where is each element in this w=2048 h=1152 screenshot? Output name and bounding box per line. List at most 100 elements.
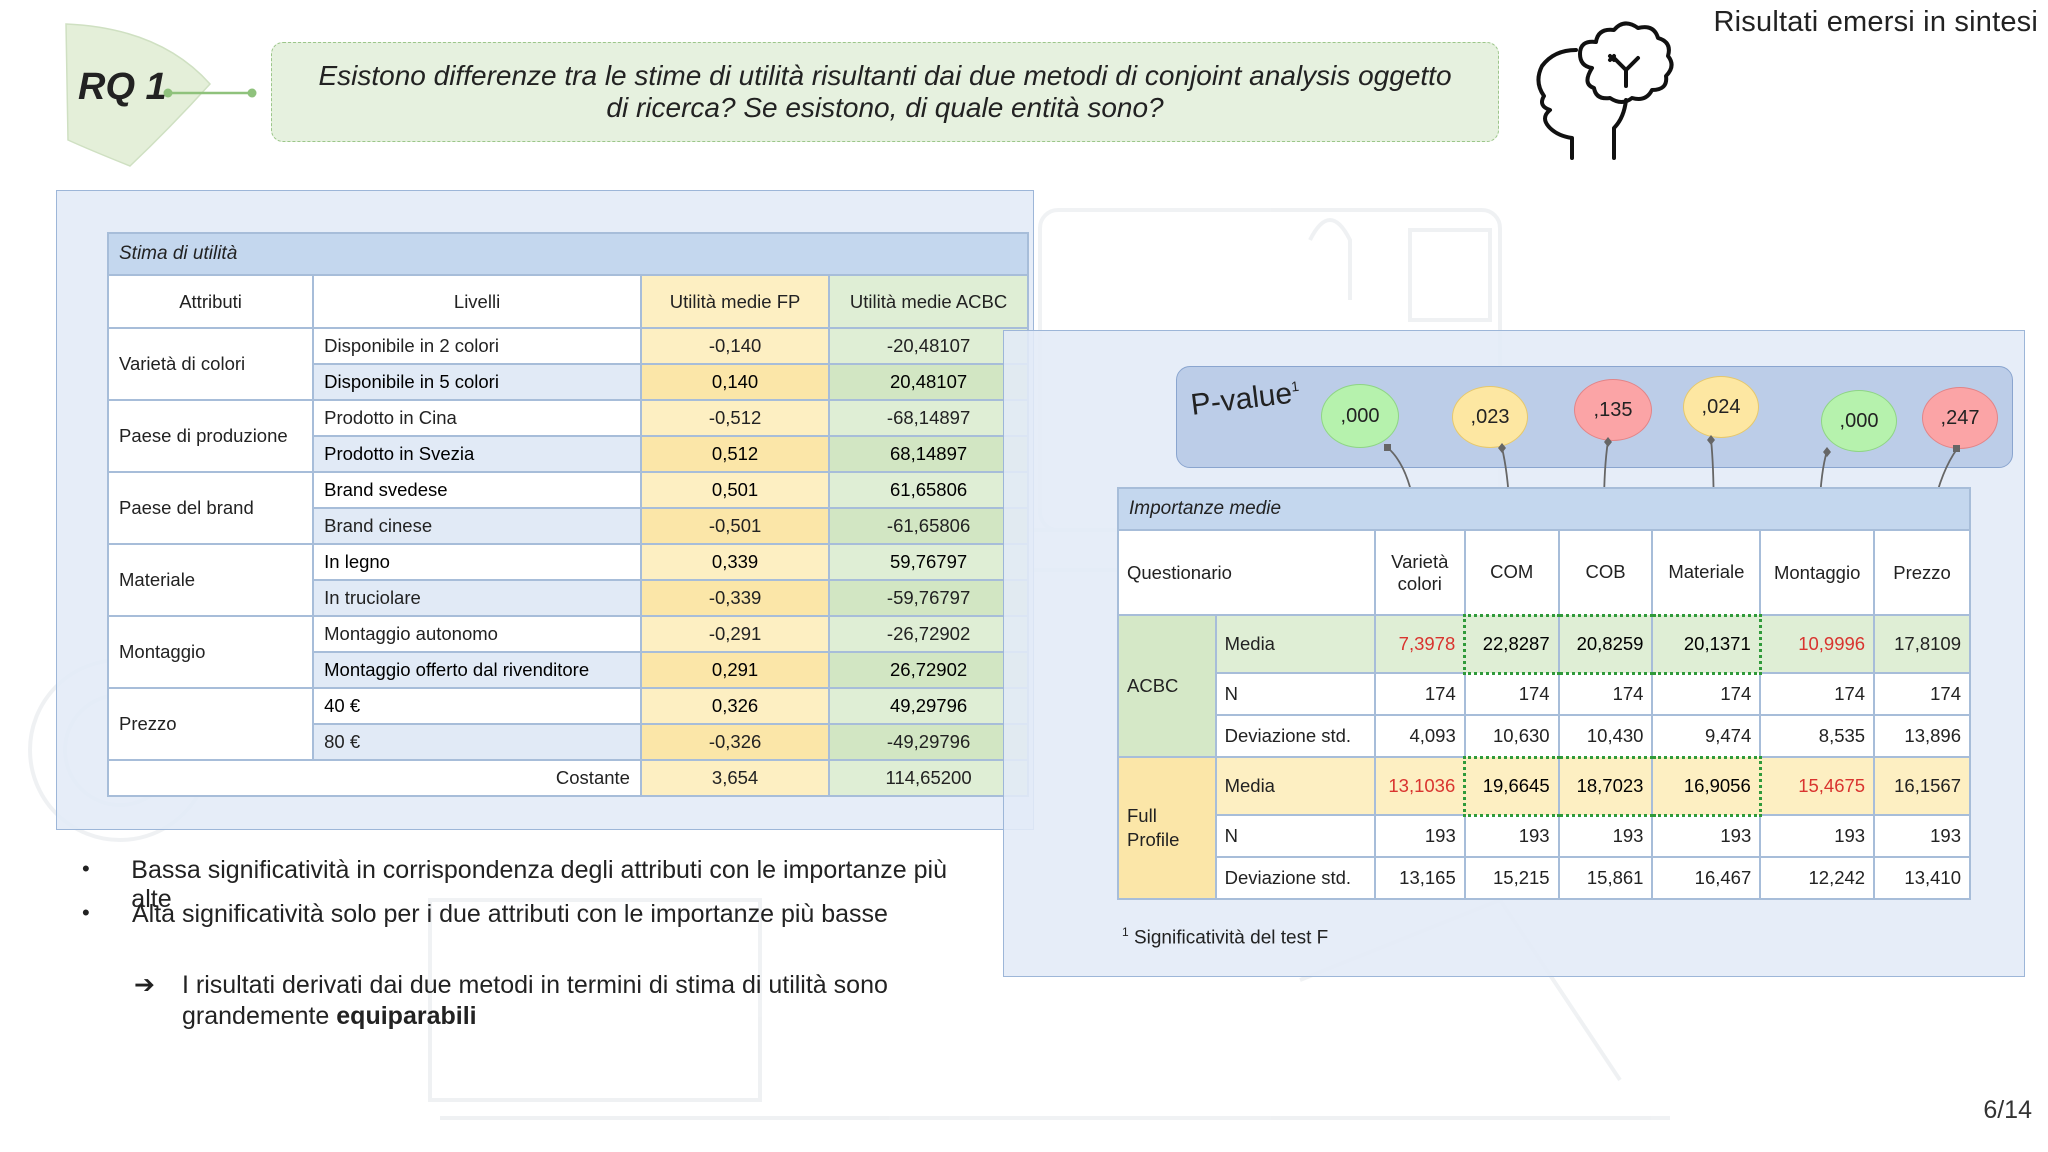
header-acbc: Utilità medie ACBC bbox=[828, 274, 1029, 329]
header-com: COM bbox=[1463, 529, 1560, 616]
value-cell: 193 bbox=[1373, 814, 1466, 858]
value-cell: 13,165 bbox=[1373, 856, 1466, 900]
attribute-cell: Montaggio bbox=[106, 615, 315, 689]
level-cell: Montaggio autonomo bbox=[312, 615, 642, 653]
value-cell: 15,861 bbox=[1557, 856, 1654, 900]
value-cell: 20,1371 bbox=[1651, 613, 1762, 675]
importance-panel: P-value1 ,000 ,023 ,135 ,024 ,000 ,247 bbox=[1003, 330, 2025, 977]
header-material: Materiale bbox=[1651, 529, 1762, 616]
stat-label: Deviazione std. bbox=[1214, 714, 1376, 758]
utility-table-caption: Stima di utilità bbox=[107, 232, 1029, 276]
footnote-text: Significatività del test F bbox=[1133, 927, 1329, 949]
acbc-value: -68,14897 bbox=[828, 399, 1029, 437]
stat-label: Media bbox=[1214, 756, 1376, 816]
pvalue-pill: ,024 bbox=[1683, 376, 1759, 438]
value-cell: 174 bbox=[1873, 672, 1971, 716]
acbc-value: -61,65806 bbox=[828, 507, 1029, 545]
header-levels: Livelli bbox=[312, 274, 642, 329]
level-cell: Brand cinese bbox=[312, 507, 642, 545]
fp-value: 0,512 bbox=[639, 435, 831, 473]
bullet-text: Alta significatività solo per i due attr… bbox=[132, 900, 888, 928]
value-cell: 4,093 bbox=[1373, 714, 1466, 758]
pvalue-pill: ,000 bbox=[1321, 384, 1399, 448]
value-cell: 193 bbox=[1463, 814, 1560, 858]
constant-acbc: 114,65200 bbox=[828, 759, 1029, 797]
bullet-dot-icon: • bbox=[82, 856, 90, 881]
level-cell: 80 € bbox=[312, 723, 642, 761]
pvalue-label: P-value1 bbox=[1189, 376, 1302, 423]
value-cell: 12,242 bbox=[1759, 856, 1876, 900]
pvalue-label-text: P-value bbox=[1188, 376, 1294, 422]
pvalue-pill: ,023 bbox=[1452, 386, 1528, 448]
bullet-list: • Bassa significatività in corrispondenz… bbox=[82, 856, 982, 944]
value-cell: 7,3978 bbox=[1373, 614, 1466, 674]
acbc-value: 59,76797 bbox=[828, 543, 1029, 581]
value-cell: 19,6645 bbox=[1463, 755, 1560, 817]
conclusion-body: I risultati derivati dai due metodi in t… bbox=[182, 971, 888, 1030]
acbc-value: -49,29796 bbox=[828, 723, 1029, 761]
value-cell: 193 bbox=[1557, 814, 1654, 858]
fp-value: -0,140 bbox=[639, 327, 831, 365]
level-cell: Disponibile in 2 colori bbox=[312, 327, 642, 365]
fp-value: 0,291 bbox=[639, 651, 831, 689]
attribute-cell: Prezzo bbox=[106, 687, 315, 761]
value-cell: 193 bbox=[1651, 814, 1762, 858]
attribute-cell: Paese di produzione bbox=[106, 399, 315, 473]
rq-connector-line bbox=[163, 88, 257, 98]
stat-label: N bbox=[1214, 814, 1376, 858]
page-number: 6/14 bbox=[1983, 1096, 2032, 1124]
level-cell: Brand svedese bbox=[312, 471, 642, 509]
acbc-value: -59,76797 bbox=[828, 579, 1029, 617]
footnote: 1 Significatività del test F bbox=[1122, 925, 1328, 949]
value-cell: 174 bbox=[1463, 672, 1560, 716]
value-cell: 174 bbox=[1651, 672, 1762, 716]
value-cell: 193 bbox=[1759, 814, 1876, 858]
footnote-mark: 1 bbox=[1122, 925, 1129, 939]
value-cell: 10,630 bbox=[1463, 714, 1560, 758]
value-cell: 20,8259 bbox=[1557, 613, 1654, 675]
level-cell: In legno bbox=[312, 543, 642, 581]
value-cell: 8,535 bbox=[1759, 714, 1876, 758]
value-cell: 18,7023 bbox=[1557, 755, 1654, 817]
constant-label: Costante bbox=[107, 759, 642, 797]
utility-panel: Stima di utilità Attributi Livelli Utili… bbox=[56, 190, 1034, 830]
value-cell: 193 bbox=[1873, 814, 1971, 858]
level-cell: Disponibile in 5 colori bbox=[312, 363, 642, 401]
value-cell: 174 bbox=[1557, 672, 1654, 716]
header-attributes: Attributi bbox=[106, 274, 315, 329]
constant-fp: 3,654 bbox=[639, 759, 831, 797]
bullet-item: • Bassa significatività in corrispondenz… bbox=[82, 856, 982, 913]
stat-label: N bbox=[1214, 672, 1376, 716]
level-cell: Montaggio offerto dal rivenditore bbox=[312, 651, 642, 689]
fp-value: 0,501 bbox=[639, 471, 831, 509]
importance-table-caption: Importanze medie bbox=[1117, 487, 1971, 531]
acbc-value: -26,72902 bbox=[828, 615, 1029, 653]
header-questionnaire: Questionario bbox=[1117, 529, 1376, 616]
acbc-value: 49,29796 bbox=[828, 687, 1029, 725]
pvalue-footnote-mark: 1 bbox=[1290, 377, 1300, 395]
value-cell: 15,4675 bbox=[1759, 756, 1876, 816]
value-cell: 16,1567 bbox=[1873, 756, 1971, 816]
pvalue-pill: ,000 bbox=[1821, 390, 1897, 452]
acbc-value: -20,48107 bbox=[828, 327, 1029, 365]
arrow-right-icon: ➔ bbox=[134, 971, 155, 999]
acbc-value: 20,48107 bbox=[828, 363, 1029, 401]
value-cell: 10,9996 bbox=[1759, 614, 1876, 674]
attribute-cell: Paese del brand bbox=[106, 471, 315, 545]
thinking-head-icon bbox=[1536, 21, 1674, 160]
fp-value: 0,140 bbox=[639, 363, 831, 401]
rq-badge-shape bbox=[65, 23, 212, 167]
fp-value: -0,339 bbox=[639, 579, 831, 617]
conclusion-text: I risultati derivati dai due metodi in t… bbox=[182, 970, 934, 1032]
conclusion: ➔ I risultati derivati dai due metodi in… bbox=[134, 970, 934, 1032]
stat-label: Deviazione std. bbox=[1214, 856, 1376, 900]
level-cell: Prodotto in Cina bbox=[312, 399, 642, 437]
value-cell: 17,8109 bbox=[1873, 614, 1971, 674]
header-colour-variety: Varietà colori bbox=[1373, 529, 1466, 616]
fp-value: -0,291 bbox=[639, 615, 831, 653]
pvalue-pill: ,247 bbox=[1922, 387, 1998, 449]
acbc-value: 61,65806 bbox=[828, 471, 1029, 509]
level-cell: Prodotto in Svezia bbox=[312, 435, 642, 473]
value-cell: 13,410 bbox=[1873, 856, 1971, 900]
group-acbc: ACBC bbox=[1117, 614, 1217, 758]
